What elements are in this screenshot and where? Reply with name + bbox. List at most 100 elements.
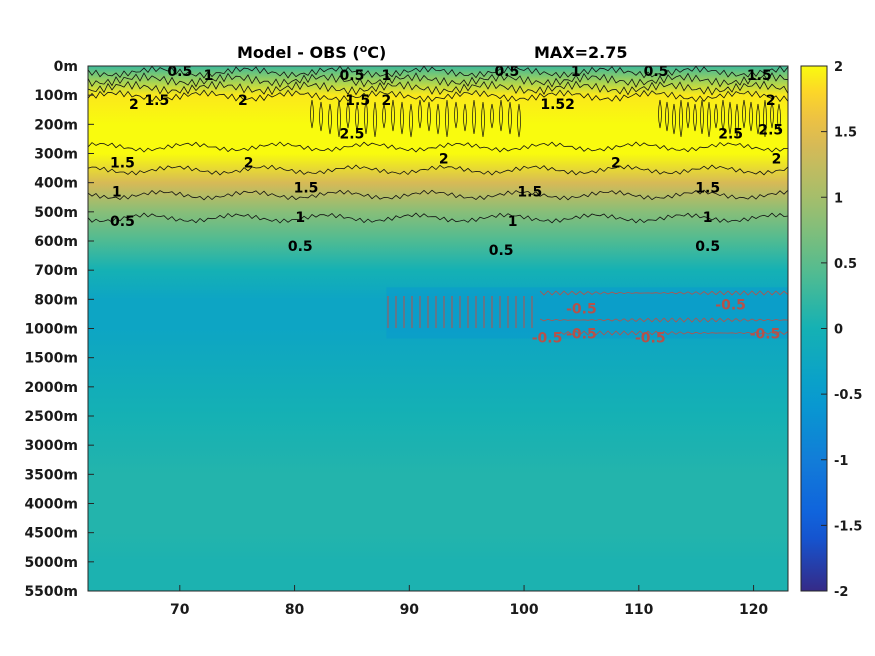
contour-label: 1 [703, 210, 713, 226]
contour-spike [319, 101, 323, 132]
contour-spike [337, 99, 341, 138]
colorbar-tick-label: 1 [834, 191, 843, 206]
contour-label: 0.5 [695, 239, 720, 255]
negative-contour-line [539, 290, 789, 296]
y-tick-label: 800m [34, 292, 78, 308]
contour-spike [672, 103, 676, 135]
contour-spike [436, 103, 440, 135]
y-tick-label: 600m [34, 234, 78, 250]
y-tick-label: 400m [34, 176, 78, 192]
contour-spike [714, 103, 718, 129]
y-tick-label: 200m [34, 117, 78, 133]
contour-label: 2.5 [758, 122, 783, 138]
contour-label: 1 [204, 68, 214, 84]
y-tick-label: 100m [34, 88, 78, 104]
contour-spike [490, 103, 494, 129]
contour-label: -0.5 [532, 331, 563, 347]
contour-spike [679, 99, 683, 138]
colorbar-tick-label: 0.5 [834, 257, 857, 272]
contour-spike [693, 103, 697, 132]
y-tick-label: 5000m [24, 555, 78, 571]
contour-spike [328, 103, 332, 135]
contour-label: 0.5 [494, 64, 519, 80]
y-tick-label: 4000m [24, 497, 78, 513]
negative-contour-line [559, 330, 789, 336]
contour-spike [707, 101, 711, 138]
contour-line [87, 212, 789, 224]
y-tick-label: 3500m [24, 467, 78, 483]
contour-label: -0.5 [715, 297, 746, 313]
y-tick-label: 1000m [24, 322, 78, 338]
negative-contour-line [539, 317, 789, 323]
colorbar-tick-label: -1 [834, 454, 848, 469]
contour-spike [770, 101, 774, 129]
cold-anomaly-region [386, 287, 788, 339]
contour-spike [472, 99, 476, 135]
contour-label: 2 [611, 156, 621, 172]
contour-label: 1.5 [294, 181, 319, 197]
contour-label: 1.5 [345, 93, 370, 109]
x-axis: 70 80 90 100 110 120 [170, 585, 768, 618]
contour-label: 1.5 [747, 68, 772, 84]
contour-line [87, 164, 789, 176]
y-tick-label: 300m [34, 147, 78, 163]
contour-spike [481, 101, 485, 138]
contour-label: 2 [381, 93, 391, 109]
x-tick-label: 90 [400, 602, 420, 618]
contour-spike [418, 99, 422, 129]
contour-spike [777, 103, 781, 132]
y-tick-label: 1500m [24, 351, 78, 367]
y-tick-label: 4500m [24, 526, 78, 542]
contour-label: 1.5 [517, 185, 542, 201]
contour-spike [735, 103, 739, 138]
contour-spike [310, 99, 314, 129]
x-tick-label: 80 [285, 602, 305, 618]
contour-label: 2 [439, 152, 449, 168]
contour-line [87, 189, 789, 201]
contour-spike [373, 101, 377, 138]
contour-label: 1 [381, 68, 391, 84]
contour-spike [400, 101, 404, 135]
contour-line [87, 89, 789, 103]
contour-lines [87, 65, 789, 224]
contour-spike [742, 99, 746, 129]
y-tick-label: 5500m [24, 584, 78, 600]
max-label: MAX=2.75 [534, 43, 628, 62]
contour-spike [763, 99, 767, 138]
contour-spike [391, 99, 395, 132]
contour-label: 1 [571, 64, 581, 80]
colorbar-tick-label: -0.5 [834, 388, 862, 403]
y-tick-label: 500m [34, 205, 78, 221]
plot-background [88, 66, 788, 591]
y-tick-label: 3000m [24, 438, 78, 454]
contour-line [87, 141, 788, 153]
colorbar-tick-label: 1.5 [834, 126, 857, 141]
x-tick-label: 70 [170, 602, 190, 618]
contour-label: 0.5 [340, 68, 365, 84]
contour-label: -0.5 [750, 327, 781, 343]
contour-label: -0.5 [635, 331, 666, 347]
contour-spike [749, 101, 753, 132]
contour-label: 0.5 [489, 243, 514, 259]
colorbar: 2 1.5 1 0.5 0 -0.5 -1 -1.5 -2 [800, 60, 862, 600]
contour-label: 0.5 [644, 64, 669, 80]
contour-label: 0.5 [167, 64, 192, 80]
contour-label: 2 [129, 97, 139, 113]
contour-line [87, 65, 789, 79]
chart-title: Model - OBS (oC) [237, 42, 386, 62]
x-tick-label: 120 [739, 602, 768, 618]
contour-spike [700, 99, 704, 135]
contour-spike [463, 103, 467, 132]
y-tick-label: 0m [54, 59, 78, 75]
contour-line [87, 72, 789, 88]
colorbar-tick-label: -2 [834, 585, 848, 600]
contour-label: 1.5 [144, 93, 169, 109]
contour-spike [665, 101, 669, 132]
contour-spike [756, 103, 760, 135]
contour-label: 2 [238, 93, 248, 109]
contour-label: -0.5 [566, 327, 597, 343]
y-axis: 0m 100m 200m 300m 400m 500m 600m 700m 800m 1000m 1… [24, 59, 94, 600]
contour-line [87, 80, 789, 96]
